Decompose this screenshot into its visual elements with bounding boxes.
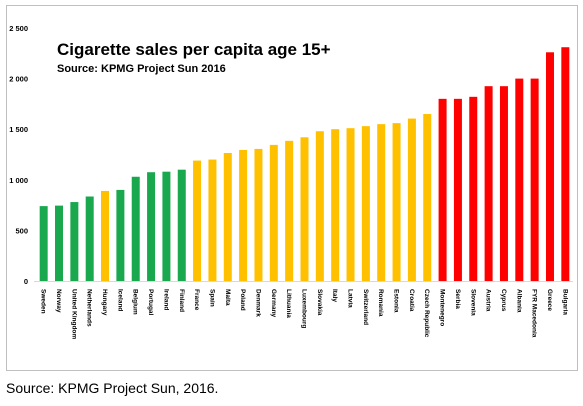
bar — [453, 98, 462, 281]
x-tick-label: Ireland — [162, 289, 169, 310]
bar — [561, 47, 570, 282]
x-tick-label: Greece — [546, 289, 553, 311]
x-tick-label: Estonia — [393, 289, 400, 313]
bar — [484, 86, 493, 281]
bar — [116, 189, 125, 281]
bar — [331, 129, 340, 281]
x-tick-label: Poland — [239, 289, 246, 311]
bar — [530, 78, 539, 281]
bar — [131, 176, 140, 281]
y-tick-label: 2 000 — [9, 75, 28, 84]
bar — [85, 196, 94, 281]
x-tick-label: Sweden — [40, 289, 47, 314]
x-tick-label: Croatia — [408, 289, 415, 312]
x-tick-label: Switzerland — [362, 289, 369, 325]
bar — [515, 78, 524, 281]
bar — [239, 149, 248, 281]
x-tick-label: Spain — [208, 289, 215, 307]
x-tick-label: Finland — [178, 289, 185, 312]
y-tick-label: 500 — [15, 226, 28, 235]
x-tick-label: Slovenia — [469, 289, 476, 316]
x-tick-label: Slovakia — [316, 289, 323, 316]
bar — [285, 140, 294, 281]
bar — [101, 190, 110, 281]
figure-source-caption: Source: KPMG Project Sun, 2016. — [6, 380, 219, 396]
bar — [70, 202, 79, 281]
x-tick-label: Denmark — [254, 289, 261, 317]
bar — [407, 118, 416, 281]
bar — [545, 52, 554, 281]
x-tick-label: Malta — [224, 289, 231, 306]
x-tick-label: Lithuania — [285, 289, 292, 318]
x-tick-label: Hungary — [101, 289, 108, 316]
x-tick-label: Czech Republic — [423, 289, 430, 338]
bar — [361, 126, 370, 281]
bar — [377, 124, 386, 281]
bar — [499, 86, 508, 281]
x-tick-label: United Kingdom — [70, 289, 77, 339]
x-tick-label: Italy — [331, 289, 338, 302]
y-tick-label: 0 — [24, 277, 28, 286]
x-tick-label: Cyprus — [500, 289, 507, 312]
bar — [162, 171, 171, 281]
x-tick-label: Austria — [485, 289, 492, 312]
x-tick-label: France — [193, 289, 200, 311]
y-tick-label: 1 000 — [9, 176, 28, 185]
bar — [346, 128, 355, 281]
x-tick-label: Serbia — [454, 289, 461, 309]
bar — [469, 96, 478, 281]
x-tick-label: Romania — [377, 289, 384, 317]
bar — [177, 169, 186, 281]
x-tick-label: Netherlands — [86, 289, 93, 327]
bar — [147, 172, 156, 281]
y-tick-label: 1 500 — [9, 125, 28, 134]
bar — [392, 123, 401, 281]
x-tick-label: Montenegro — [439, 289, 446, 326]
x-tick-label: Portugal — [147, 289, 154, 316]
x-tick-label: Bulgaria — [561, 289, 568, 315]
x-tick-label: FYR Macedonia — [531, 289, 538, 338]
bar — [423, 114, 432, 282]
x-tick-label: Albania — [515, 289, 522, 313]
x-tick-label: Belgium — [132, 289, 139, 315]
bar — [193, 160, 202, 281]
bar — [254, 148, 263, 281]
bar — [223, 152, 232, 281]
x-tick-label: Luxembourg — [301, 289, 308, 328]
x-tick-label: Latvia — [347, 289, 354, 308]
bar — [208, 159, 217, 281]
x-tick-label: Iceland — [116, 289, 123, 311]
x-tick-label: Norway — [55, 289, 62, 313]
bar — [55, 205, 64, 281]
chart-title: Cigarette sales per capita age 15+ — [57, 40, 331, 59]
bar — [315, 131, 324, 281]
chart-subtitle: Source: KPMG Project Sun 2016 — [57, 63, 226, 75]
bar — [39, 206, 48, 281]
x-tick-label: Germany — [270, 289, 277, 318]
bar — [300, 137, 309, 281]
bar — [269, 144, 278, 281]
bar — [438, 98, 447, 281]
y-tick-label: 2 500 — [9, 24, 28, 33]
